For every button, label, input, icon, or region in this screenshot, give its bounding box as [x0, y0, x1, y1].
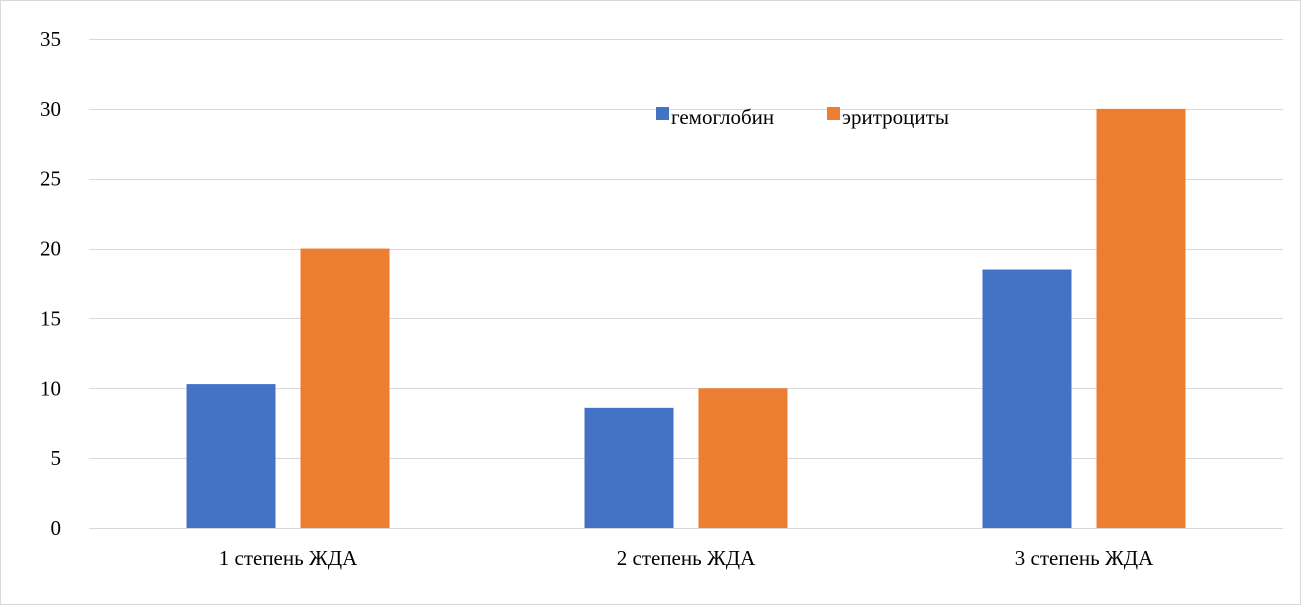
legend-swatch-erythrocytes — [827, 107, 840, 120]
x-tick-label: 3 степень ЖДА — [1015, 546, 1154, 570]
bar-erythrocytes-2 — [698, 388, 788, 528]
bar-hemoglobin-3 — [982, 269, 1072, 528]
x-axis-tick-labels: 1 степень ЖДА 2 степень ЖДА 3 степень ЖДА — [219, 546, 1154, 570]
y-tick-label: 10 — [40, 376, 61, 400]
y-tick-label: 5 — [51, 446, 62, 470]
legend: гемоглобин эритроциты — [656, 105, 949, 129]
y-tick-label: 15 — [40, 306, 61, 330]
y-tick-label: 25 — [40, 167, 61, 191]
bar-hemoglobin-1 — [186, 384, 276, 528]
y-tick-label: 35 — [40, 27, 61, 51]
y-tick-label: 20 — [40, 237, 61, 261]
y-tick-label: 30 — [40, 97, 61, 121]
bar-erythrocytes-3 — [1096, 108, 1186, 528]
legend-label-hemoglobin: гемоглобин — [671, 105, 774, 129]
bars — [186, 108, 1186, 529]
legend-label-erythrocytes: эритроциты — [842, 105, 949, 129]
bar-erythrocytes-1 — [300, 248, 390, 529]
y-axis-tick-labels: 0 5 10 15 20 25 30 35 — [40, 27, 61, 540]
gridlines — [89, 39, 1283, 529]
x-tick-label: 2 степень ЖДА — [617, 546, 756, 570]
legend-swatch-hemoglobin — [656, 107, 669, 120]
x-tick-label: 1 степень ЖДА — [219, 546, 358, 570]
bar-hemoglobin-2 — [584, 407, 674, 528]
y-tick-label: 0 — [51, 516, 62, 540]
